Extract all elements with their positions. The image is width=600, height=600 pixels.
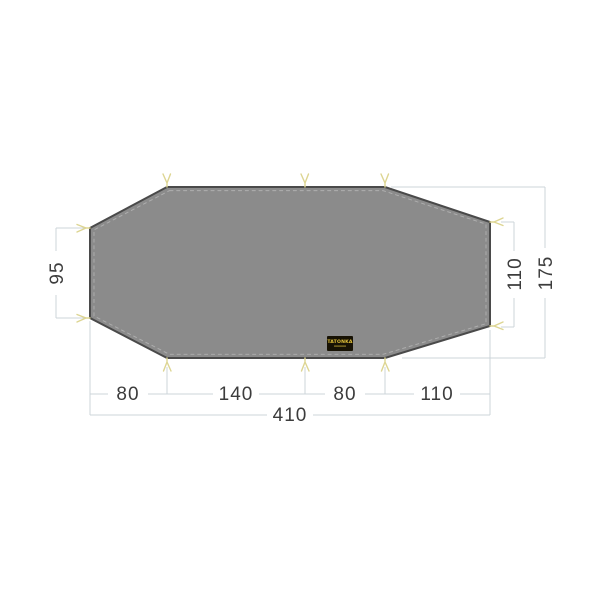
- tieout-loop-right-top: [489, 217, 504, 227]
- tieout-loop-left-top: [76, 223, 91, 233]
- brand-label-background: [327, 336, 353, 351]
- tieout-loop-top-right: [380, 173, 390, 188]
- tarp-shape-group: [89, 186, 491, 359]
- dimension-label-left-height: 95: [47, 261, 68, 284]
- tieout-loop-top-middle: [300, 173, 310, 188]
- dimension-label-bottom-140: 140: [219, 384, 254, 405]
- text-bg-80b: [325, 385, 365, 403]
- dimension-label-bottom-110: 110: [420, 384, 453, 405]
- text-bg-175: [536, 248, 554, 298]
- tieout-loop-top-left: [162, 173, 172, 188]
- dimension-label-bottom-80a: 80: [116, 384, 139, 405]
- tieout-loop-right-bottom: [489, 321, 504, 331]
- brand-label-accent-line: [334, 345, 346, 347]
- dimension-label-bottom-80b: 80: [333, 384, 356, 405]
- tieout-loop-bottom-left: [162, 357, 172, 372]
- tieout-loop-bottom-middle: [300, 357, 310, 372]
- dimension-label-right-height: 110: [505, 257, 526, 290]
- text-bg-110-bottom: [414, 385, 460, 403]
- text-bg-95: [47, 251, 65, 295]
- text-bg-140: [213, 385, 259, 403]
- dimension-text-backgrounds: [47, 248, 554, 424]
- text-bg-110-right: [505, 251, 523, 298]
- text-bg-410: [267, 406, 313, 424]
- tieout-loop-left-bottom: [76, 313, 91, 323]
- brand-label: TATONKA: [327, 336, 353, 351]
- brand-label-text: TATONKA: [327, 339, 353, 345]
- tarp-stitch-seam: [93, 190, 487, 355]
- dimension-label-total-width: 410: [273, 405, 308, 426]
- dimension-labels-group: 95 110 175 80 140 80 110 410: [47, 256, 557, 426]
- tieout-loops-group: [76, 173, 504, 372]
- dimension-label-total-height: 175: [536, 256, 557, 291]
- tarp-shape: [89, 186, 491, 359]
- text-bg-80a: [108, 385, 148, 403]
- tieout-loop-bottom-right: [380, 357, 390, 372]
